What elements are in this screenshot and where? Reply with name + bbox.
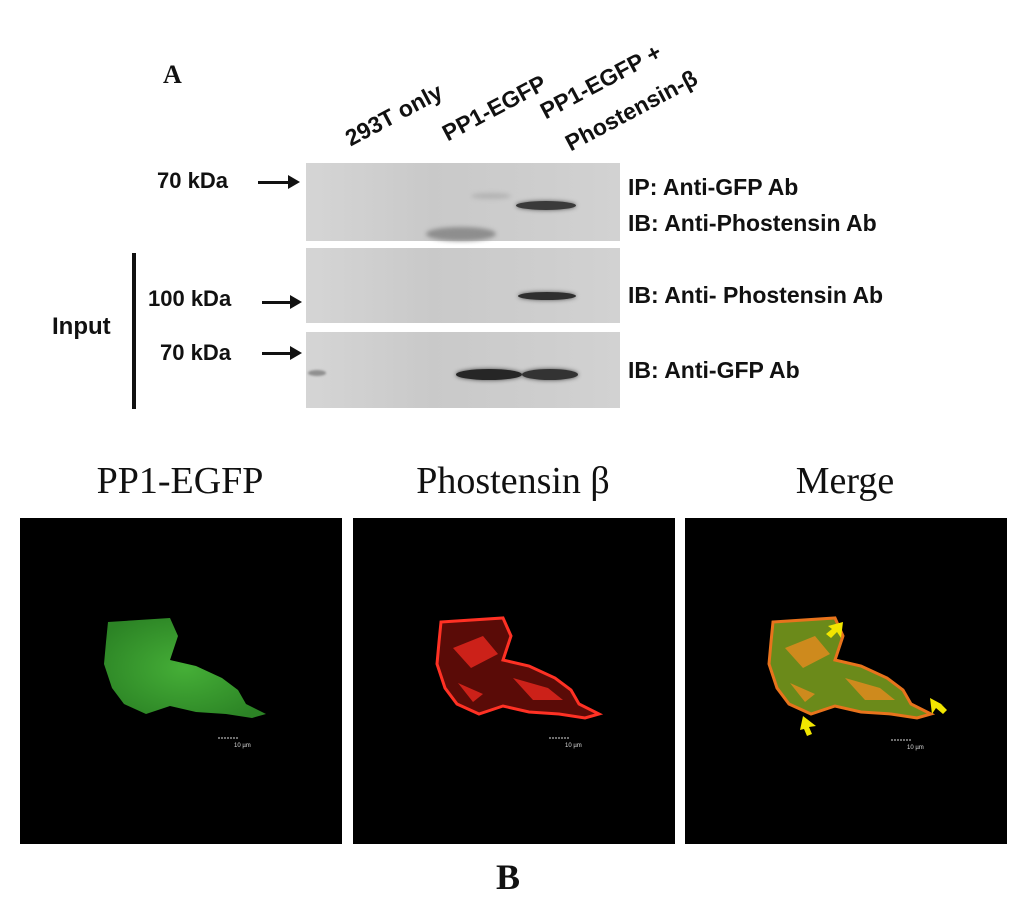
image-phostensin: 10 µm [353, 518, 675, 844]
ip-smear-lane2 [426, 227, 496, 241]
red-cell-svg: 10 µm [435, 616, 604, 749]
image-merge: 10 µm [685, 518, 1007, 844]
input-phostensin-blot [306, 248, 620, 323]
panel-b-letter: B [496, 857, 521, 897]
green-cell [104, 618, 266, 718]
lane-label-pp1-egfp: PP1-EGFP [437, 69, 551, 146]
scale-bar: 10 µm [891, 739, 924, 751]
title-merge: Merge [795, 460, 895, 502]
input-gfp-faint-lane1 [308, 370, 326, 376]
input-gfp-label: IB: Anti-GFP Ab [628, 357, 800, 383]
input-gfp-band-lane3 [522, 369, 578, 380]
ip-band-lane3 [516, 201, 576, 210]
yellow-arrow-right [930, 698, 947, 714]
marker-70kda-ip: 70 kDa [157, 168, 228, 193]
yellow-arrow-top [826, 622, 843, 638]
input-label: Input [52, 313, 111, 340]
input-bracket-line [132, 253, 136, 409]
red-cell [435, 616, 604, 720]
input-phostensin-label: IB: Anti- Phostensin Ab [628, 282, 884, 308]
marker-100kda-input: 100 kDa [148, 286, 232, 311]
title-pp1-egfp: PP1-EGFP [96, 460, 264, 502]
merge-cell [767, 616, 936, 720]
svg-text:10 µm: 10 µm [234, 743, 251, 749]
input-gfp-band-lane2 [456, 369, 522, 380]
panel-a-letter: A [163, 60, 182, 89]
svg-text:10 µm: 10 µm [565, 743, 582, 749]
green-cell-svg: 10 µm [104, 618, 266, 749]
marker-arrow-70-input [262, 346, 302, 360]
image-pp1-egfp: 10 µm [20, 518, 342, 844]
ip-label-line2: IB: Anti-Phostensin Ab [628, 210, 877, 236]
marker-70kda-input: 70 kDa [160, 340, 231, 365]
svg-text:10 µm: 10 µm [907, 745, 924, 751]
marker-arrow-ip [258, 175, 300, 189]
scale-bar: 10 µm [218, 737, 251, 749]
title-phostensin: Phostensin β [416, 460, 610, 502]
ip-faint-smudge [471, 193, 511, 199]
merge-cell-svg: 10 µm [767, 616, 947, 751]
ip-label-line1: IP: Anti-GFP Ab [628, 174, 799, 200]
marker-arrow-100 [262, 295, 302, 309]
input-gfp-blot [306, 332, 620, 408]
lane-label-293t: 293T only [340, 78, 447, 151]
scale-bar: 10 µm [549, 737, 582, 749]
input-phostensin-band-lane3 [518, 292, 576, 300]
ip-blot [306, 163, 620, 241]
yellow-arrow-bottom [800, 716, 816, 736]
